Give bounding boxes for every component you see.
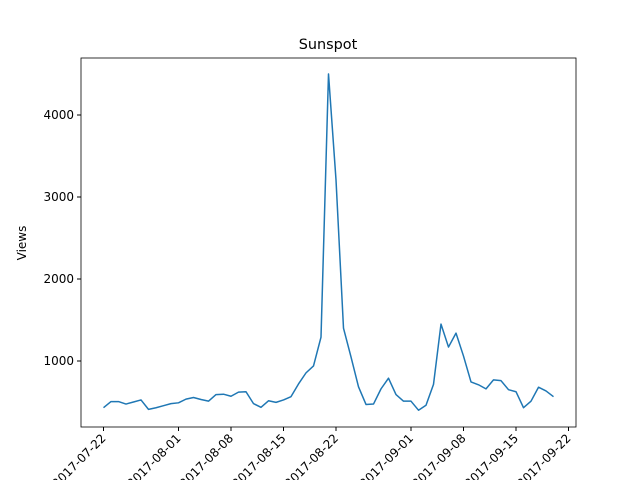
y-axis-label: Views	[15, 226, 29, 261]
y-tick-label: 4000	[43, 108, 74, 122]
y-tick-label: 1000	[43, 354, 74, 368]
line-series	[103, 73, 554, 411]
plot-frame	[80, 57, 577, 428]
y-tick-label: 3000	[43, 190, 74, 204]
chart-title: Sunspot	[299, 37, 358, 53]
y-tick-label: 2000	[43, 272, 74, 286]
